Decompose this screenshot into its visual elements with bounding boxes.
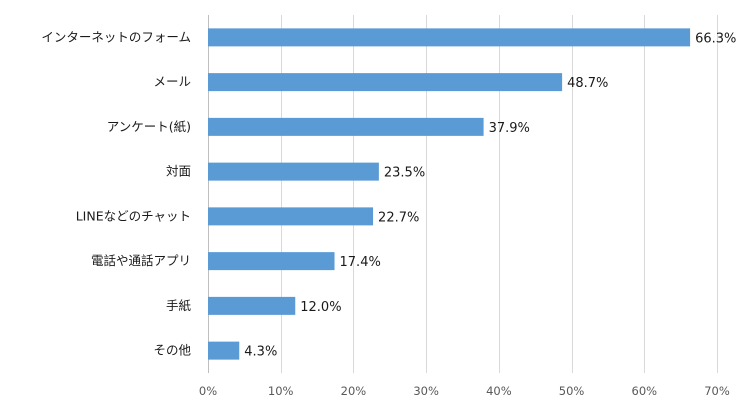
data-label: 12.0% <box>300 300 341 315</box>
data-label: 48.7% <box>567 76 608 91</box>
bar <box>208 207 374 226</box>
bar <box>208 117 484 136</box>
data-label: 17.4% <box>340 255 381 270</box>
category-label: 対面 <box>166 164 191 179</box>
x-tick-label: 40% <box>486 384 512 398</box>
data-label: 66.3% <box>695 31 736 46</box>
bar <box>208 341 240 360</box>
x-axis-tick-labels: 0% 10% 20% 30% 40% 50% 60% 70% <box>199 384 730 398</box>
category-label: インターネットのフォーム <box>41 29 191 44</box>
category-label: アンケート(紙) <box>107 119 191 134</box>
data-label: 4.3% <box>244 345 277 360</box>
x-tick-label: 20% <box>341 384 367 398</box>
x-tick-label: 70% <box>704 384 730 398</box>
bar <box>208 73 563 92</box>
x-tick-label: 60% <box>632 384 658 398</box>
data-label: 23.5% <box>384 166 425 181</box>
x-tick-label: 50% <box>559 384 585 398</box>
category-label: 手紙 <box>166 298 192 313</box>
x-tick-label: 0% <box>199 384 217 398</box>
category-label: 電話や通話アプリ <box>91 253 191 268</box>
data-label: 37.9% <box>489 121 530 136</box>
data-labels: 66.3% 48.7% 37.9% 23.5% 22.7% 17.4% 12.0% 4.3% <box>244 31 736 359</box>
category-label: メール <box>153 74 191 89</box>
category-label: その他 <box>153 343 191 358</box>
bar <box>208 252 335 271</box>
gridlines <box>208 15 718 373</box>
x-tick-label: 30% <box>413 384 439 398</box>
category-label: LINEなどのチャット <box>76 208 191 223</box>
bar <box>208 28 691 47</box>
data-label: 22.7% <box>378 210 419 225</box>
bar <box>208 296 296 315</box>
bar <box>208 162 379 181</box>
x-tick-label: 10% <box>268 384 294 398</box>
bars <box>208 28 691 360</box>
